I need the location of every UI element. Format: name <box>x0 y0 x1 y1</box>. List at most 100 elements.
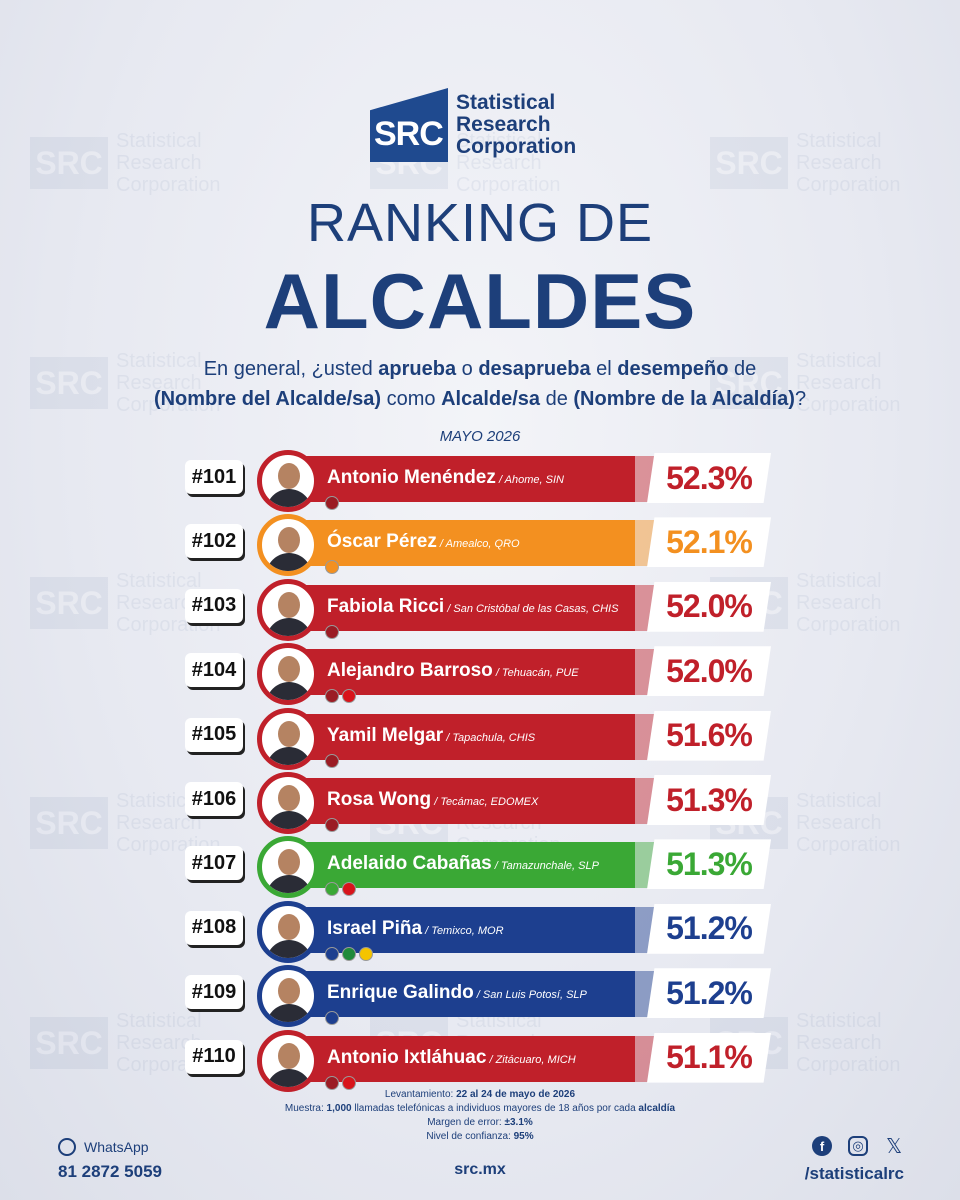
party-pan-icon <box>325 1011 339 1026</box>
mayor-place: / Amealco, QRO <box>436 538 520 551</box>
ranking-row: #106 Rosa Wong / Tecámac, EDOMEX 51.3% <box>185 770 785 834</box>
whatsapp-number[interactable]: 81 2872 5059 <box>58 1162 162 1181</box>
mayor-name: Enrique Galindo / San Luis Potosí, SLP <box>327 982 587 1004</box>
method-value: alcaldía <box>638 1103 676 1114</box>
method-label: Levantamiento: <box>384 1089 457 1100</box>
question-bold: Alcalde/sa <box>441 388 541 410</box>
question-text: el <box>590 358 618 380</box>
mayor-place: / San Luis Potosí, SLP <box>473 989 587 1002</box>
party-mc-icon <box>325 560 339 575</box>
whatsapp-contact[interactable]: WhatsApp 81 2872 5059 <box>58 1138 162 1182</box>
mayor-name: Antonio Ixtláhuac / Zitácuaro, MICH <box>327 1046 576 1068</box>
mayor-photo <box>257 1029 319 1092</box>
mayor-name: Adelaido Cabañas / Tamazunchale, SLP <box>327 853 599 875</box>
mayor-photo <box>257 965 319 1028</box>
mayor-place: / Tehuacán, PUE <box>492 667 579 680</box>
approval-value: 51.3% <box>647 775 771 825</box>
rank-badge: #102 <box>185 524 243 559</box>
ranking-row: #102 Óscar Pérez / Amealco, QRO 52.1% <box>185 512 785 577</box>
method-value: 95% <box>513 1131 534 1142</box>
rank-badge: #101 <box>185 460 243 494</box>
mayor-place: / Zitácuaro, MICH <box>486 1053 576 1066</box>
bar <box>300 584 635 631</box>
bar <box>300 971 635 1018</box>
logo-line1: Statistical <box>456 91 556 114</box>
approval-value: 51.3% <box>647 839 771 890</box>
method-value: 1,000 <box>326 1103 352 1114</box>
bar <box>300 456 635 502</box>
mayor-place: / Tamazunchale, SLP <box>491 860 599 873</box>
website-link[interactable]: src.mx <box>454 1161 506 1178</box>
question-bold: (Nombre de la Alcaldía) <box>573 388 795 410</box>
party-logos <box>325 689 356 704</box>
mayor-name: Fabiola Ricci / San Cristóbal de las Cas… <box>327 595 619 617</box>
bar <box>300 1035 635 1082</box>
mayor-photo <box>257 772 319 834</box>
x-icon[interactable]: 𝕏 <box>885 1135 903 1158</box>
party-pvem-icon <box>325 882 339 897</box>
social-handle[interactable]: /statisticalrc <box>804 1164 904 1183</box>
src-logo: SRC Statistical Research Corporation <box>370 88 576 162</box>
method-value: ±3.1% <box>504 1117 533 1128</box>
question-bold: (Nombre del Alcalde/sa) <box>153 388 382 410</box>
bar <box>300 906 635 953</box>
instagram-icon[interactable]: ◎ <box>848 1136 868 1156</box>
party-pt-icon <box>342 1075 356 1090</box>
party-pt-icon <box>342 689 356 704</box>
party-logos <box>325 753 339 768</box>
approval-value: 52.3% <box>647 453 771 503</box>
mayor-photo <box>257 707 319 770</box>
party-pan-icon <box>325 946 339 961</box>
ranking-row: #108 Israel Piña / Temixco, MOR 51.2% <box>185 899 785 963</box>
party-morena-icon <box>325 1075 339 1090</box>
party-pt-icon <box>342 882 356 897</box>
question-text: de <box>728 358 757 380</box>
ranking-row: #104 Alejandro Barroso / Tehuacán, PUE 52.… <box>185 641 785 706</box>
ranking-row: #110 Antonio Ixtláhuac / Zitácuaro, MICH 5… <box>185 1028 785 1092</box>
approval-value: 52.0% <box>647 646 771 697</box>
approval-value: 52.0% <box>647 581 771 632</box>
method-text: llamadas telefónicas a individuos mayore… <box>351 1103 639 1114</box>
facebook-icon[interactable]: f <box>812 1136 832 1156</box>
rank-badge: #105 <box>185 717 243 752</box>
approval-value: 51.2% <box>647 903 771 954</box>
party-logos <box>325 1011 339 1026</box>
mayor-name: Alejandro Barroso / Tehuacán, PUE <box>327 660 579 682</box>
approval-value: 51.2% <box>647 968 771 1019</box>
mayor-place: / Tecámac, EDOMEX <box>431 796 539 808</box>
question-bold: desaprueba <box>478 358 591 380</box>
party-morena-icon <box>325 624 339 639</box>
methodology: Levantamiento: 22 al 24 de mayo de 2026 … <box>0 1088 960 1144</box>
survey-month: MAYO 2026 <box>439 428 521 445</box>
party-logos <box>325 1075 356 1090</box>
party-logos <box>325 882 356 897</box>
title-line2: ALCALDES <box>263 257 697 345</box>
ranking-row: #105 Yamil Melgar / Tapachula, CHIS 51.6% <box>185 706 785 770</box>
rank-badge: #107 <box>185 846 243 881</box>
question-text: como <box>381 388 442 410</box>
party-morena-icon <box>325 818 339 832</box>
mayor-name: Antonio Menéndez / Ahome, SIN <box>327 467 564 488</box>
approval-value: 51.6% <box>647 710 771 761</box>
rank-badge: #106 <box>185 782 243 816</box>
bar <box>300 713 635 760</box>
approval-value: 52.1% <box>647 517 771 568</box>
ranking-row: #103 Fabiola Ricci / San Cristóbal de las… <box>185 577 785 641</box>
method-label: Margen de error: <box>427 1117 505 1128</box>
party-logos <box>325 496 339 510</box>
party-logos <box>325 560 339 575</box>
party-logos <box>325 818 339 832</box>
rank-badge: #103 <box>185 588 243 623</box>
party-logos <box>325 946 373 961</box>
rank-badge: #109 <box>185 975 243 1010</box>
party-morena-icon <box>325 496 339 510</box>
whatsapp-icon <box>58 1138 76 1156</box>
method-label: Nivel de confianza: <box>426 1131 514 1142</box>
party-morena-icon <box>325 689 339 704</box>
